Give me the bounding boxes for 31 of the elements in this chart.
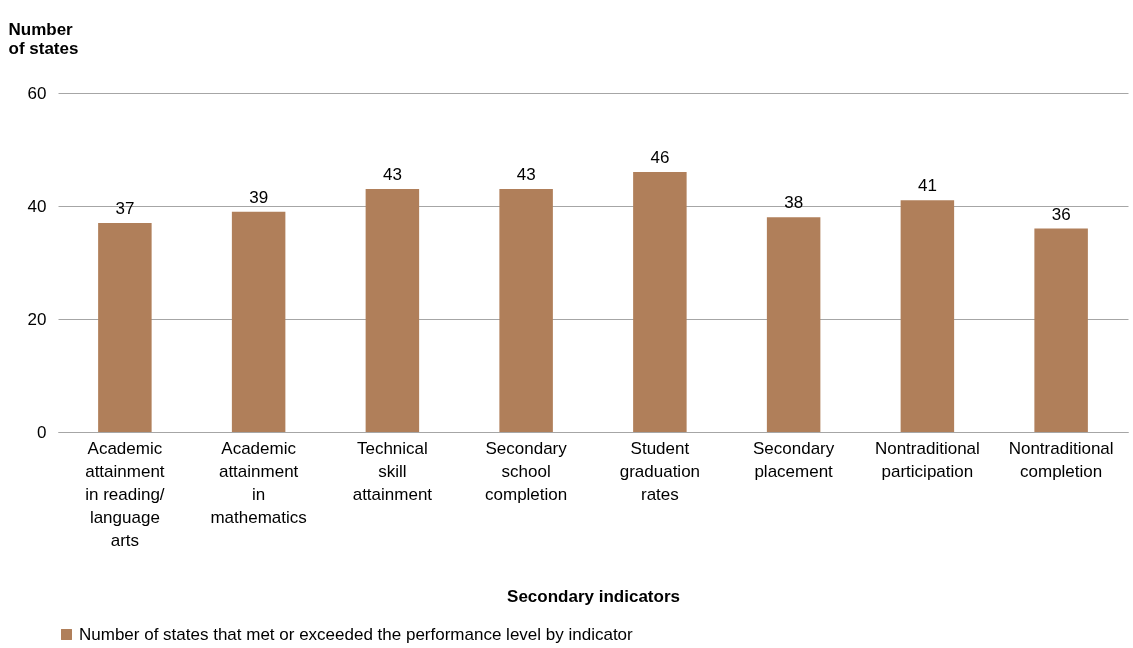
bar [499,189,553,432]
x-tick-label: Technical skill attainment [352,438,433,504]
data-label: 38 [784,193,804,213]
data-label: 37 [115,198,135,218]
x-tick-label: Nontraditional participation [874,438,980,481]
y-tick-label: 40 [27,196,47,216]
legend-label: Number of states that met or exceeded the performance level by indicator [79,624,634,644]
bar [231,211,286,432]
bar [365,189,420,432]
y-axis-title: Number of states [8,19,79,58]
data-label: 43 [382,165,402,185]
x-tick-label: Academic attainment in reading/ language arts [85,438,165,550]
bar [1034,228,1088,432]
y-tick-label: 0 [37,422,47,442]
x-tick-label: Academic attainment in mathematics [210,438,307,527]
x-tick-label: Secondary placement [752,438,835,481]
x-axis-title: Secondary indicators [507,586,680,606]
y-tick-label: 60 [27,83,47,103]
data-label: 36 [1051,204,1071,224]
x-tick-label: Student graduation rates [619,438,701,504]
bar [900,200,955,432]
x-tick-label: Secondary school completion [485,438,568,504]
bar [633,172,687,432]
bar [98,222,152,432]
data-label: 43 [516,165,536,185]
bar [766,217,821,432]
data-label: 41 [917,176,937,196]
x-tick-label: Nontraditional completion [1008,438,1114,481]
data-label: 39 [249,187,269,207]
data-label: 46 [650,148,670,168]
y-tick-label: 20 [27,309,47,329]
